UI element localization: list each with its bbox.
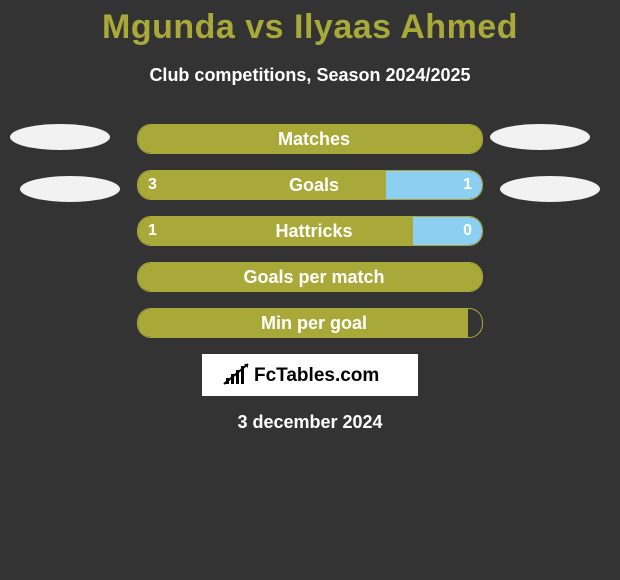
stat-value-right: 1 [463,171,472,199]
container: Mgunda vs Ilyaas Ahmed Club competitions… [0,0,620,433]
stat-label: Min per goal [138,309,482,337]
player-ellipse-2 [20,176,120,202]
player-ellipse-1 [490,124,590,150]
stat-row-goals-per-match: Goals per match [137,262,483,292]
stat-label: Goals per match [138,263,482,291]
logo-text: FcTables.com [254,365,379,386]
logo-box: FcTables.com [202,354,418,396]
date-label: 3 december 2024 [0,412,620,433]
fctables-logo: FcTables.com [220,360,400,390]
stat-label: Matches [138,125,482,153]
player-ellipse-3 [500,176,600,202]
comparison-chart: MatchesGoals31Hattricks10Goals per match… [0,124,620,338]
chart-rows: MatchesGoals31Hattricks10Goals per match… [137,124,483,338]
page-subtitle: Club competitions, Season 2024/2025 [0,65,620,86]
stat-row-hattricks: Hattricks1 0 [137,216,483,246]
stat-label: Goals [138,171,482,199]
stat-value-right: 0 [463,217,472,245]
stat-label: Hattricks [138,217,482,245]
stat-row-matches: Matches [137,124,483,154]
page-title: Mgunda vs Ilyaas Ahmed [0,8,620,47]
stat-row-goals: Goals3 1 [137,170,483,200]
player-ellipse-0 [10,124,110,150]
stat-value-left: 1 [148,217,157,245]
stat-row-min-per-goal: Min per goal [137,308,483,338]
stat-value-left: 3 [148,171,157,199]
